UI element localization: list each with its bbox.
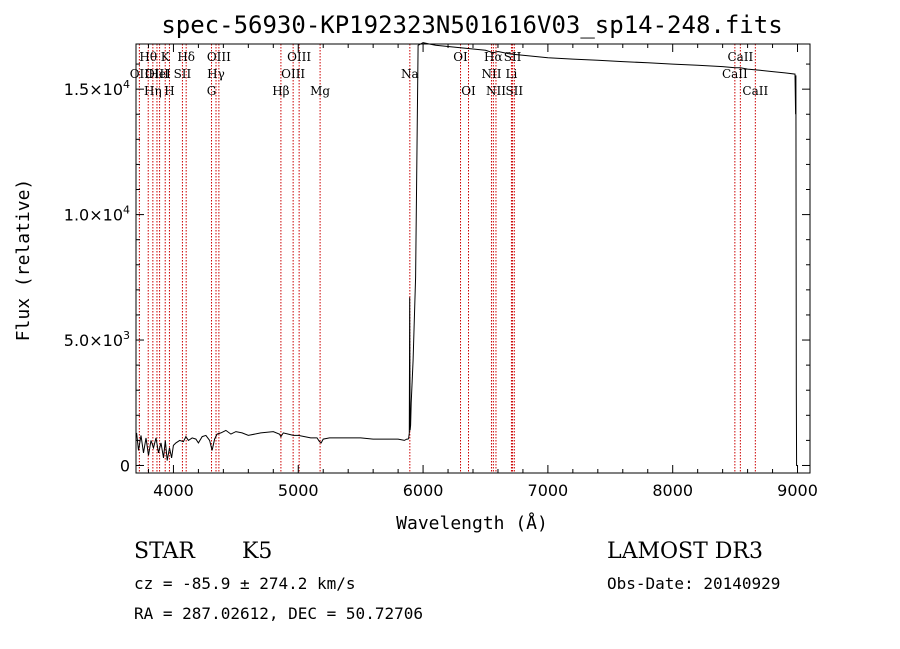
line-marker-label-6: H [164,84,174,98]
sky-coordinates: RA = 287.02612, DEC = 50.72706 [134,604,423,623]
line-marker-label-12: OIII [287,50,311,64]
line-marker-label-27: CaII [742,84,768,98]
x-tick-label-9000: 9000 [777,481,818,500]
y-axis-label: Flux (relative) [13,179,34,342]
x-tick-label-5000: 5000 [278,481,319,500]
line-marker-label-10: Hγ [207,67,225,81]
y-tick-label-0: 0 [120,456,130,475]
object-class: STAR [134,539,195,564]
line-marker-label-25: CaII [727,50,753,64]
line-marker-label-1: OII [130,67,150,81]
line-marker-label-16: Na [401,67,419,81]
line-marker-label-5: HeI [148,67,171,81]
y-axis: 0 5.0×103 1.0×104 1.5×104 [64,63,810,475]
line-marker-label-14: Hβ [272,84,289,98]
line-marker-label-2: Hη [144,84,162,98]
x-axis-label: Wavelength (Å) [396,512,548,534]
line-marker-label-22: SII [504,50,522,64]
plot-frame [135,43,811,474]
line-marker-label-19: Hα [484,50,503,64]
line-marker-label-11: G [207,84,217,98]
line-marker-label-17: OI [453,50,468,64]
line-marker-label-15: Mg [310,84,330,98]
line-marker-label-24: SII [505,84,523,98]
line-marker-label-0: Hθ [139,50,157,64]
spectrum-chart: spec-56930-KP192323N501616V03_sp14-248.f… [13,11,818,534]
line-marker-labels: Hθ OII Hη OIII K HeI H Hδ SII OIII Hγ G OIII OIII Hβ Mg… [130,50,769,98]
line-marker-label-9: OIII [207,50,231,64]
x-tick-label-7000: 7000 [528,481,569,500]
y-tick-label-15000: 1.5×104 [64,78,130,99]
redshift-velocity: cz = -85.9 ± 274.2 km/s [134,574,356,593]
chart-title: spec-56930-KP192323N501616V03_sp14-248.f… [161,11,782,39]
line-marker-label-23: Li [506,67,518,81]
y-tick-label-10000: 1.0×104 [64,204,130,225]
spectrum-series-line [136,42,798,466]
line-marker-label-7: Hδ [177,50,195,64]
x-tick-label-6000: 6000 [403,481,444,500]
y-tick-label-5000: 5.0×103 [64,329,130,350]
line-marker-label-20: NII [481,67,501,81]
x-tick-label-8000: 8000 [652,481,693,500]
x-tick-label-4000: 4000 [153,481,194,500]
observation-date: Obs-Date: 20140929 [607,574,781,593]
survey-name: LAMOST DR3 [607,539,763,564]
x-axis: 4000 5000 6000 7000 8000 9000 [147,44,818,500]
line-marker-label-21: NII [486,84,506,98]
line-marker-label-3: OIII [145,67,169,81]
line-marker-label-13: OIII [281,67,305,81]
line-marker-label-4: K [161,50,171,64]
object-subclass: K5 [242,539,273,564]
line-marker-label-26: CaII [722,67,748,81]
line-markers [138,44,756,473]
line-marker-label-18: OI [461,84,476,98]
line-marker-label-8: SII [174,67,192,81]
